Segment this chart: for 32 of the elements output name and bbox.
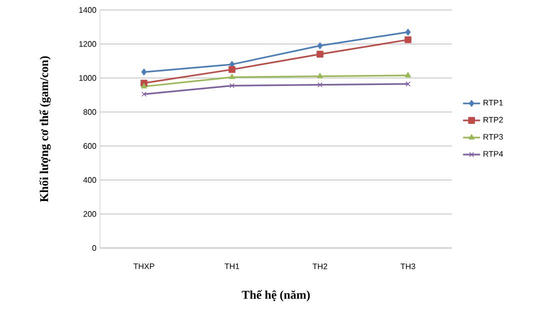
y-tick-label: 600 (84, 143, 96, 149)
point (317, 82, 323, 88)
y-tick-label: 1200 (79, 41, 96, 47)
y-tick-label: 200 (84, 211, 96, 217)
y-tick-label: 800 (83, 109, 96, 115)
point (229, 83, 235, 88)
legend-label: RTP1 (484, 100, 503, 106)
x-tick-label: TH2 (312, 264, 328, 270)
point (317, 42, 323, 50)
point (229, 74, 235, 80)
y-tick-label: 400 (83, 177, 96, 183)
point (317, 72, 323, 78)
y-tick-label: 1000 (79, 75, 96, 81)
legend-label: RTP2 (484, 116, 503, 122)
x-tick-label: THXP (134, 264, 154, 270)
legend-label: RTP4 (484, 151, 503, 157)
x-tick-label: TH1 (224, 264, 240, 270)
point (405, 72, 411, 78)
point (316, 50, 324, 58)
point (141, 83, 147, 88)
y-tick-label: 1400 (79, 7, 96, 13)
x-axis-title: Thế hệ (năm) (242, 290, 310, 302)
point (405, 28, 411, 36)
point (141, 68, 147, 76)
x-tick-label: TH3 (400, 264, 416, 270)
legend-label: RTP3 (484, 134, 503, 140)
y-axis-title: Khối lượng cơ thể (gam/con) (39, 56, 51, 202)
point (405, 81, 411, 86)
point (141, 92, 147, 97)
y-tick-label: 0 (92, 245, 96, 251)
point (404, 36, 412, 44)
point (228, 66, 236, 73)
